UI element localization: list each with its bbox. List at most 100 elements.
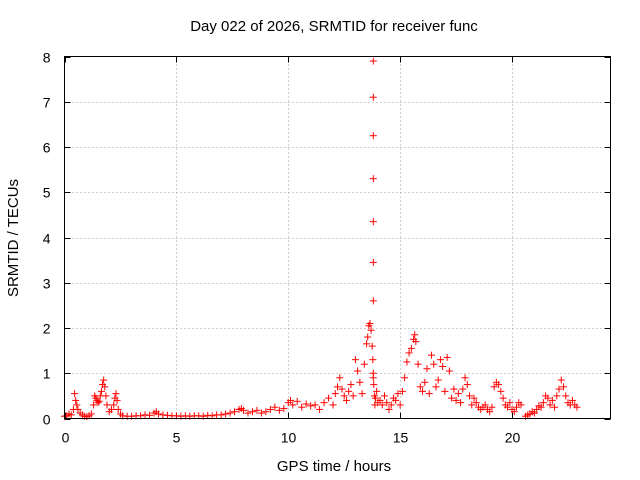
data-point	[90, 401, 98, 409]
data-point	[289, 401, 297, 409]
data-point	[387, 401, 395, 409]
data-point	[537, 403, 545, 411]
data-point	[513, 403, 521, 411]
data-point	[87, 410, 95, 418]
data-point	[403, 358, 411, 366]
x-tick-label: 10	[281, 430, 297, 446]
y-tick-label: 7	[43, 95, 51, 111]
data-point	[316, 405, 324, 413]
data-point	[231, 408, 239, 416]
x-tick-label: 0	[62, 430, 70, 446]
data-point	[423, 365, 431, 373]
data-point	[411, 331, 419, 339]
data-point	[450, 385, 458, 393]
data-point	[334, 383, 341, 391]
data-point	[557, 376, 565, 384]
data-point	[405, 349, 413, 357]
data-point	[97, 387, 105, 395]
data-point	[369, 356, 377, 364]
data-point	[394, 390, 402, 398]
data-point	[568, 396, 576, 404]
data-point	[320, 399, 328, 407]
axis-ticks	[64, 56, 611, 420]
data-point	[419, 387, 427, 395]
data-point	[347, 381, 355, 389]
data-point	[530, 409, 538, 417]
data-point	[101, 383, 109, 391]
data-point	[262, 408, 270, 416]
data-point	[430, 360, 438, 368]
data-point	[436, 356, 444, 364]
data-point	[452, 396, 460, 404]
data-point	[396, 401, 404, 409]
data-point	[401, 374, 409, 382]
data-point	[490, 383, 498, 391]
data-point	[102, 392, 110, 400]
data-point	[470, 394, 478, 402]
data-point	[412, 338, 420, 346]
data-point	[544, 394, 552, 402]
data-point	[287, 396, 295, 404]
data-point	[369, 132, 377, 140]
data-point	[466, 392, 474, 400]
data-point	[240, 406, 248, 414]
data-point	[222, 410, 230, 418]
chart-title: Day 022 of 2026, SRMTID for receiver fun…	[190, 18, 478, 35]
data-point	[459, 385, 467, 393]
data-point	[488, 403, 496, 411]
data-point	[499, 394, 507, 402]
data-point	[94, 399, 102, 407]
data-point	[113, 396, 121, 404]
data-point	[445, 367, 453, 375]
data-point	[407, 344, 415, 352]
data-point	[302, 400, 310, 408]
data-point	[548, 396, 556, 404]
data-point	[481, 401, 489, 409]
data-point	[95, 397, 103, 405]
data-point	[463, 381, 471, 389]
data-point	[380, 392, 388, 400]
data-point	[257, 409, 265, 417]
data-point	[271, 403, 279, 411]
data-point	[360, 360, 368, 368]
data-point	[112, 390, 120, 398]
data-point	[154, 410, 162, 418]
data-point	[416, 383, 424, 391]
data-point	[376, 396, 384, 404]
data-point	[425, 390, 433, 398]
data-point	[354, 367, 362, 375]
data-point	[432, 383, 440, 391]
data-point	[539, 399, 547, 407]
x-axis-label: GPS time / hours	[277, 458, 391, 475]
grid	[64, 56, 611, 419]
data-point	[497, 387, 505, 395]
data-point	[110, 401, 118, 409]
data-point	[414, 360, 422, 368]
data-point	[340, 392, 348, 400]
data-point	[369, 175, 377, 183]
data-point	[358, 390, 366, 398]
x-tick-label: 20	[505, 430, 521, 446]
data-point	[367, 326, 375, 334]
data-point	[448, 394, 456, 402]
data-point	[298, 403, 306, 411]
data-point	[311, 401, 319, 409]
data-point	[441, 387, 449, 395]
data-point	[369, 258, 377, 266]
data-point	[351, 356, 359, 364]
data-point	[366, 319, 374, 327]
data-point	[280, 405, 288, 413]
y-tick-label: 2	[43, 321, 51, 337]
data-point	[385, 405, 393, 413]
data-point	[573, 403, 581, 411]
x-tick-labels: 0 5 10 15 20	[62, 430, 521, 446]
data-point	[369, 374, 377, 382]
data-point	[293, 397, 301, 405]
data-point	[364, 333, 372, 341]
data-point	[107, 405, 115, 413]
data-point	[103, 401, 111, 409]
x-tick-label: 5	[173, 430, 181, 446]
data-point	[338, 385, 346, 393]
y-axis-label: SRMTID / TECUs	[5, 179, 22, 297]
